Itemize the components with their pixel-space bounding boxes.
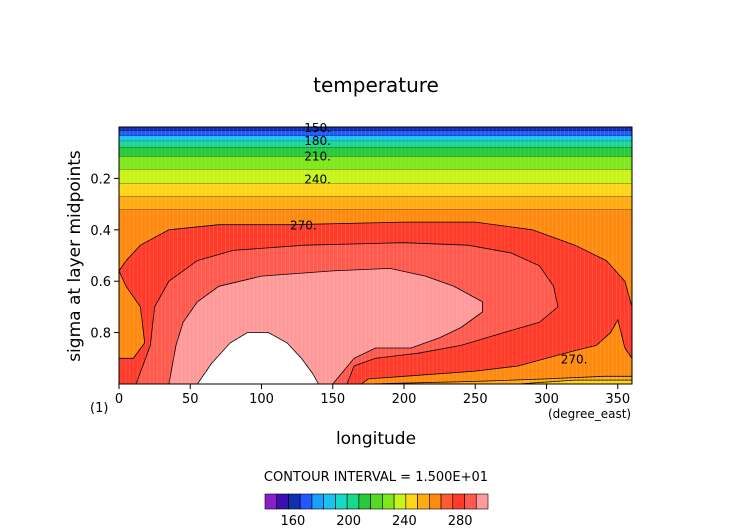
y-tick-label: 0.6 [90,275,111,290]
y-tick-label: 0.4 [90,224,111,239]
colorbar-swatch [405,493,418,510]
colorbar-swatch [358,493,371,510]
x-tick-label: 250 [463,392,488,407]
y-axis-ticks: 0.2 0.4 0.6 0.8 [90,172,119,342]
colorbar-swatch [311,493,324,510]
x-tick-label: 0 [115,392,123,407]
colorbar-label: 160 [280,514,305,529]
contour-region-3 [196,332,320,385]
x-tick-label: 200 [392,392,417,407]
temperature-band-1 [119,130,632,136]
colorbar-swatch [276,493,289,510]
colorbar-swatch [452,493,465,510]
colorbar-swatch [393,493,407,510]
colorbar-swatch [346,493,360,510]
x-tick-label: 100 [249,392,274,407]
contour-interval-note: CONTOUR INTERVAL = 1.500E+01 [264,470,488,485]
x-axis-ticks: 0 50 100 150 200 250 300 350 [115,384,630,407]
contour-value-label: 270. [561,352,588,366]
x-tick-label: 350 [605,392,630,407]
contour-value-label: 270. [290,219,317,233]
colorbar-swatch [370,493,383,510]
x-unit-label: (degree_east) [548,407,631,421]
colorbar-swatch [382,493,395,510]
y-tick-label: 0.2 [90,172,111,187]
colorbar-swatch [429,493,442,510]
colorbar-swatch [464,493,477,510]
plot-area [118,127,633,385]
contour-value-label: 210. [304,149,331,163]
y-tick-label: 0.8 [90,327,111,342]
contour-labels: 150.180.210. 240. 270. 270. [290,121,587,366]
colorbar-swatch [440,493,454,510]
colorbar-label: 240 [392,514,417,529]
temperature-band-5 [119,156,632,170]
colorbar-swatch [288,493,301,510]
colorbar-swatch [299,493,313,510]
y-unit-label: (1) [90,401,108,416]
colorbar-swatch [475,493,489,510]
colorbar-swatch [264,493,278,510]
colorbar-swatch [417,493,430,510]
x-axis-title: longitude [336,429,416,449]
x-tick-label: 50 [182,392,199,407]
colorbar-swatch [323,493,336,510]
temperature-band-0 [119,127,632,131]
temperature-band-8 [119,196,632,210]
contour-value-label: 240. [304,172,331,186]
contour-value-label: 150. [304,121,331,135]
colorbar: 160 200 240 280 [264,493,489,529]
plot-frame [118,126,633,385]
temperature-band-6 [119,169,632,184]
temperature-band-3 [119,141,632,148]
colorbar-swatch [335,493,348,510]
temperature-band-7 [119,183,632,197]
contour-value-label: 180. [304,134,331,148]
x-tick-label: 300 [534,392,559,407]
y-axis-title: sigma at layer midpoints [65,150,85,362]
colorbar-label: 200 [336,514,361,529]
temperature-band-2 [119,135,632,142]
colorbar-label: 280 [448,514,473,529]
x-tick-label: 150 [320,392,345,407]
temperature-band-4 [119,147,632,157]
chart-title: temperature [313,73,439,97]
